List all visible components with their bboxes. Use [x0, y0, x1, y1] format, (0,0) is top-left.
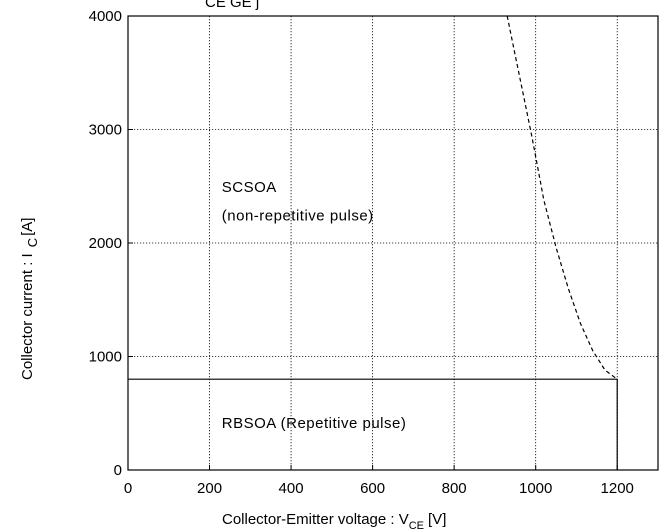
y-axis-label-subscript: C: [25, 238, 40, 247]
x-tick-label: 1000: [519, 480, 552, 497]
x-tick-label: 0: [124, 480, 132, 497]
x-axis-label-text: Collector-Emitter voltage : V: [222, 511, 409, 528]
y-tick-label: 4000: [89, 8, 122, 25]
x-tick-label: 400: [279, 480, 304, 497]
x-axis-label: Collector-Emitter voltage : VCE [V]: [222, 511, 446, 529]
series-lines: [128, 15, 618, 470]
chart-title-fragment: CE GE j: [205, 0, 259, 11]
y-tick-label: 0: [114, 462, 122, 479]
annotations: SCSOA (non-repetitive pulse) RBSOA (Repe…: [222, 179, 407, 432]
y-axis-label: Collector current : I C [A]: [19, 218, 40, 380]
x-tick-label: 200: [197, 480, 222, 497]
x-tick-label: 1200: [601, 480, 634, 497]
series-rbsoa-line: [128, 378, 618, 470]
y-axis-label-unit: [A]: [19, 218, 36, 236]
gridlines: [128, 16, 658, 470]
x-axis-label-unit: [V]: [428, 511, 446, 528]
annotation-scsoa: SCSOA: [222, 179, 277, 196]
y-tick-label: 3000: [89, 122, 122, 139]
series-scsoa-line: [506, 15, 618, 380]
x-axis-label-subscript: CE: [409, 520, 424, 529]
annotation-rbsoa: RBSOA (Repetitive pulse): [222, 415, 407, 432]
annotation-non-repetitive: (non-repetitive pulse): [222, 207, 374, 224]
x-tick-label: 600: [360, 480, 385, 497]
y-tick-label: 2000: [89, 235, 122, 252]
x-tick-label: 800: [442, 480, 467, 497]
y-tick-label: 1000: [89, 349, 122, 366]
axis-ticks: 0 200 400 600 800 1000 1200 0 1000 2000 3000 4000: [89, 8, 634, 497]
y-axis-label-text: Collector current : I: [19, 253, 36, 380]
